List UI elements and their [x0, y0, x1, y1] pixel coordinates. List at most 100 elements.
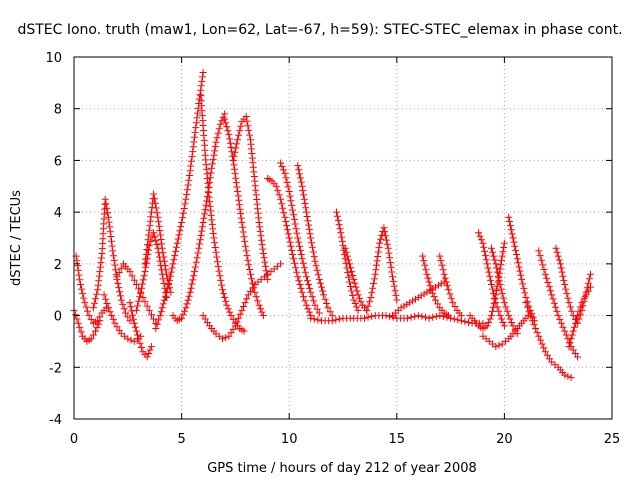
data-point — [83, 336, 93, 345]
data-point — [505, 213, 516, 238]
data-point — [393, 314, 408, 322]
data-point — [509, 234, 520, 258]
data-point — [518, 275, 529, 297]
x-tick-label: 0 — [70, 432, 78, 447]
data-point — [384, 244, 396, 276]
data-point — [221, 115, 232, 135]
data-point — [139, 348, 149, 358]
data-point — [556, 260, 568, 284]
series-arc-s — [333, 208, 362, 314]
data-point — [298, 255, 309, 276]
data-point — [498, 337, 509, 348]
series-arc-j — [169, 110, 229, 325]
data-point — [223, 301, 234, 316]
data-point — [457, 317, 472, 326]
data-point — [496, 312, 507, 326]
series-arc-a — [70, 306, 104, 345]
data-point — [272, 182, 283, 199]
data-point — [339, 314, 354, 322]
data-point — [77, 281, 88, 302]
data-point — [492, 260, 503, 284]
y-tick-label: 8 — [54, 103, 62, 118]
data-point — [186, 272, 198, 296]
y-tick-label: 0 — [54, 310, 62, 325]
data-point — [100, 291, 111, 307]
data-point — [195, 223, 206, 252]
series-arc-h — [141, 190, 175, 296]
data-point — [251, 177, 263, 222]
data-point — [206, 322, 218, 335]
data-point — [270, 262, 281, 273]
data-point — [565, 331, 576, 351]
data-point — [436, 312, 451, 321]
data-point — [294, 162, 305, 186]
data-point — [518, 314, 530, 327]
series-arc-o — [264, 175, 315, 320]
data-point — [298, 182, 310, 212]
data-point — [432, 280, 445, 291]
y-tick-label: -4 — [49, 413, 62, 428]
data-point — [74, 319, 85, 336]
data-point — [150, 229, 161, 248]
data-point — [186, 138, 198, 175]
data-point — [311, 257, 322, 279]
data-point — [277, 159, 287, 174]
data-point — [109, 247, 120, 279]
data-point — [126, 268, 138, 284]
series-arc-y — [466, 239, 508, 332]
data-point — [574, 353, 582, 361]
data-point — [582, 287, 592, 299]
series-arc-e — [113, 260, 160, 327]
data-point — [320, 291, 330, 307]
series-arc-v — [389, 278, 448, 320]
data-point — [264, 175, 274, 184]
series-arc-ag — [565, 283, 594, 351]
data-point — [354, 291, 365, 306]
data-point — [251, 288, 262, 305]
data-point — [440, 270, 451, 290]
data-point — [219, 286, 230, 305]
data-point — [201, 151, 213, 201]
data-point — [160, 284, 172, 304]
data-point — [227, 312, 237, 323]
data-point — [496, 281, 507, 302]
data-point — [511, 322, 523, 335]
data-point — [513, 255, 525, 279]
data-point — [500, 299, 511, 315]
data-point — [141, 231, 153, 268]
y-tick-label: 10 — [45, 51, 62, 66]
data-point — [479, 323, 489, 332]
data-point — [561, 281, 572, 302]
data-point — [255, 301, 266, 316]
data-point — [423, 285, 437, 296]
data-point — [492, 299, 503, 315]
data-point — [569, 312, 579, 323]
data-point — [298, 288, 309, 305]
data-point — [277, 195, 288, 217]
data-point — [208, 143, 219, 172]
data-point — [135, 335, 145, 351]
data-point — [425, 312, 440, 322]
data-point — [216, 113, 227, 128]
data-point — [257, 273, 268, 283]
data-point — [414, 312, 429, 321]
data-point — [548, 291, 561, 315]
data-point — [206, 198, 217, 237]
data-point — [586, 283, 594, 291]
series-arc-z — [475, 229, 508, 330]
data-point — [113, 264, 125, 281]
data-point — [311, 301, 321, 313]
data-point — [98, 306, 108, 317]
data-point — [143, 346, 154, 361]
data-point — [294, 273, 305, 292]
series-arc-i — [152, 69, 207, 332]
data-point — [132, 281, 145, 297]
data-point — [522, 294, 533, 310]
data-point — [178, 307, 188, 322]
data-point — [447, 314, 462, 324]
data-point — [240, 327, 248, 335]
data-point — [244, 284, 257, 299]
data-point — [444, 286, 455, 302]
data-point — [229, 140, 241, 164]
data-point — [535, 332, 548, 352]
